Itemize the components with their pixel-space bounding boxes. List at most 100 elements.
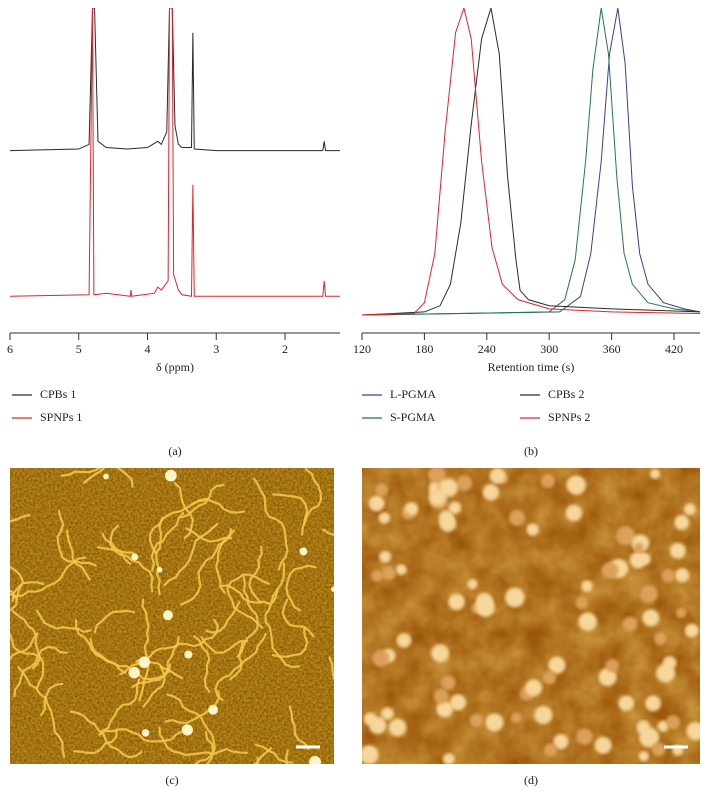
worm	[150, 511, 185, 572]
particle	[381, 707, 394, 720]
particle	[649, 468, 661, 479]
particle	[666, 715, 681, 730]
x-tick-label: 120	[353, 342, 371, 356]
spectrum-line	[10, 8, 340, 152]
particle	[103, 473, 109, 480]
particle	[440, 675, 456, 691]
caption: (c)	[165, 773, 178, 787]
particle	[639, 727, 660, 748]
worm	[17, 666, 66, 758]
particle	[181, 724, 193, 736]
legend-label: S-PGMA	[390, 410, 436, 424]
particle	[138, 656, 151, 668]
particle	[431, 644, 450, 663]
worm	[138, 598, 150, 702]
spectrum-line	[362, 8, 700, 316]
afm-image-c	[10, 468, 334, 764]
worm	[271, 562, 285, 604]
particle	[449, 694, 467, 711]
particle	[565, 504, 582, 522]
worm	[72, 728, 118, 755]
worm	[220, 584, 272, 606]
particle	[299, 547, 308, 556]
particle	[651, 742, 666, 757]
particle	[379, 551, 391, 563]
worm	[328, 656, 334, 681]
particle	[594, 736, 612, 754]
particle	[654, 632, 667, 646]
worm	[204, 731, 214, 764]
particle	[656, 663, 676, 683]
particle	[633, 542, 644, 554]
worm	[60, 468, 134, 488]
particle	[629, 551, 647, 569]
particle	[581, 580, 593, 592]
particle	[605, 659, 619, 673]
particle	[504, 587, 525, 608]
particle	[578, 612, 597, 631]
particle	[674, 567, 690, 583]
worm	[98, 728, 184, 743]
particle	[475, 593, 493, 610]
particle	[375, 483, 388, 497]
particle	[448, 501, 462, 514]
particle	[156, 567, 163, 573]
particle	[544, 743, 558, 757]
spectrum-line	[10, 8, 340, 297]
worm	[93, 609, 135, 633]
particle	[378, 512, 391, 524]
particle	[184, 650, 193, 659]
worm	[109, 524, 154, 593]
particle	[686, 721, 700, 741]
particle	[368, 495, 385, 512]
worm	[142, 665, 166, 708]
worm	[158, 726, 248, 756]
worm	[288, 705, 310, 750]
worm	[236, 575, 259, 658]
plot-area	[10, 8, 340, 297]
particle	[208, 704, 218, 715]
worm	[253, 477, 289, 571]
legend-label: SPNPs 1	[40, 410, 82, 424]
worm	[11, 581, 45, 602]
spectrum-line	[362, 8, 700, 316]
worm	[100, 678, 141, 733]
legend-label: CPBs 1	[40, 387, 76, 401]
particle	[526, 523, 539, 536]
worm	[271, 627, 309, 658]
worm	[69, 710, 143, 759]
particle	[439, 478, 458, 497]
particle	[388, 718, 407, 737]
worm	[166, 693, 216, 764]
x-tick-label: 180	[415, 342, 433, 356]
particle	[128, 666, 140, 679]
particle	[405, 502, 419, 516]
worm	[89, 637, 172, 681]
particle	[684, 623, 699, 638]
particle	[642, 609, 660, 627]
legend-label: L-PGMA	[390, 387, 436, 401]
particle	[548, 656, 566, 674]
worm	[10, 632, 45, 691]
particle	[566, 475, 586, 495]
worm	[248, 545, 263, 604]
particle	[436, 700, 454, 718]
particle	[467, 579, 478, 590]
particle	[674, 515, 690, 531]
particle	[657, 720, 669, 732]
legend-label: CPBs 2	[548, 387, 584, 401]
afm-image-d	[362, 468, 700, 764]
plot-area	[362, 8, 700, 316]
worm	[10, 513, 31, 523]
particle	[330, 586, 334, 592]
worm	[185, 527, 233, 543]
particle	[485, 713, 504, 732]
x-tick-label: 5	[76, 342, 82, 356]
legend-label: SPNPs 2	[548, 410, 590, 424]
worm	[10, 565, 24, 583]
worm	[193, 635, 211, 693]
worm	[322, 528, 334, 537]
particle	[457, 475, 473, 491]
caption: (a)	[168, 444, 181, 458]
